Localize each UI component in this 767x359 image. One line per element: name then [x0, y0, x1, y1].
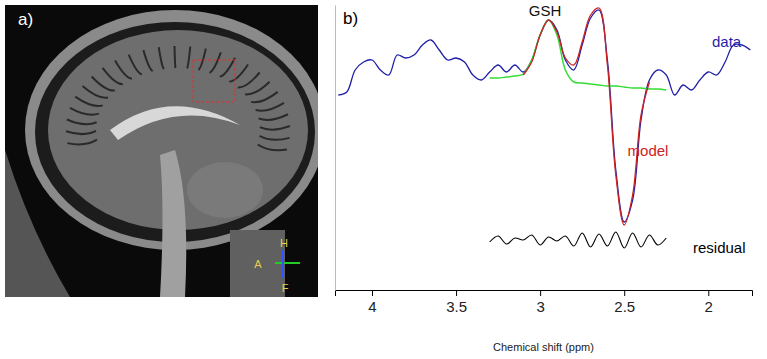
brainstem — [160, 150, 186, 297]
orientation-label: H — [280, 237, 288, 249]
panel-label: b) — [343, 9, 358, 28]
series-label: model — [628, 142, 669, 159]
mri-image — [5, 5, 318, 297]
gyri — [66, 46, 290, 150]
sulcus — [70, 108, 99, 115]
sulcus — [67, 140, 97, 145]
sulcus — [260, 126, 290, 130]
series-label: GSH — [529, 2, 562, 19]
tick-mark — [624, 290, 625, 296]
sulcus — [229, 64, 248, 81]
x-axis: 4 3.5 3 2.5 2 — [336, 290, 753, 315]
series-line — [338, 10, 750, 222]
orientation-label: F — [282, 282, 289, 294]
tick-mark — [456, 290, 457, 296]
series-label: data — [712, 33, 742, 50]
tick: 2.5 — [614, 290, 635, 315]
tick-label: 3.5 — [446, 298, 467, 315]
tick-mark — [372, 290, 373, 296]
sulcus — [220, 58, 235, 77]
panel-label: a) — [18, 10, 33, 29]
series-line — [490, 232, 667, 248]
sulcus — [245, 82, 270, 95]
sulcus — [256, 103, 284, 111]
tick: 2 — [705, 290, 713, 315]
spectrum-panel: 4 3.5 3 2.5 2 Chemical shift (ppm) b) data model… — [336, 2, 753, 353]
sulcus — [129, 55, 142, 75]
tick-label: 3 — [536, 298, 544, 315]
tick-label: 4 — [368, 298, 376, 315]
orientation-arrow — [282, 250, 284, 278]
sulcus — [159, 47, 164, 69]
sulcus — [238, 72, 260, 87]
sulcus — [259, 114, 288, 120]
tick-label: 2.5 — [614, 298, 635, 315]
face — [5, 150, 70, 297]
sulcus — [143, 50, 152, 71]
tick-mark — [708, 290, 709, 296]
tick: 3.5 — [446, 290, 467, 315]
sulcus — [260, 136, 290, 140]
orientation-arrow — [275, 262, 300, 264]
sulcus — [67, 119, 97, 124]
tick-mark — [540, 290, 541, 296]
series-label: residual — [693, 239, 746, 256]
axis-line — [336, 291, 753, 297]
figure: a) H A F 4 3.5 3 2.5 2 Chemical shift (ppm) b) data… — [0, 0, 767, 359]
sulcus — [66, 131, 96, 134]
plot-area — [338, 8, 750, 248]
tick-label: 2 — [705, 298, 713, 315]
sulcus — [187, 47, 190, 69]
axis-line — [335, 6, 336, 291]
sulcus — [115, 61, 132, 79]
sulcus — [173, 46, 176, 68]
voxel-roi — [193, 60, 235, 102]
tick: 4 — [368, 290, 376, 315]
sulcus — [198, 49, 205, 70]
corpus-callosum — [110, 106, 240, 140]
sulcus — [75, 97, 103, 106]
sulcus — [103, 68, 123, 84]
sulcus — [251, 92, 278, 102]
sulcus — [258, 144, 287, 150]
orientation-label: A — [254, 258, 262, 270]
series-line — [523, 8, 649, 225]
sulcus — [209, 52, 220, 72]
y-axis — [335, 6, 336, 291]
cerebellum — [187, 162, 263, 218]
x-axis-title: Chemical shift (ppm) — [493, 341, 594, 353]
mri-panel: a) H A F — [5, 5, 325, 300]
tick: 3 — [536, 290, 544, 315]
